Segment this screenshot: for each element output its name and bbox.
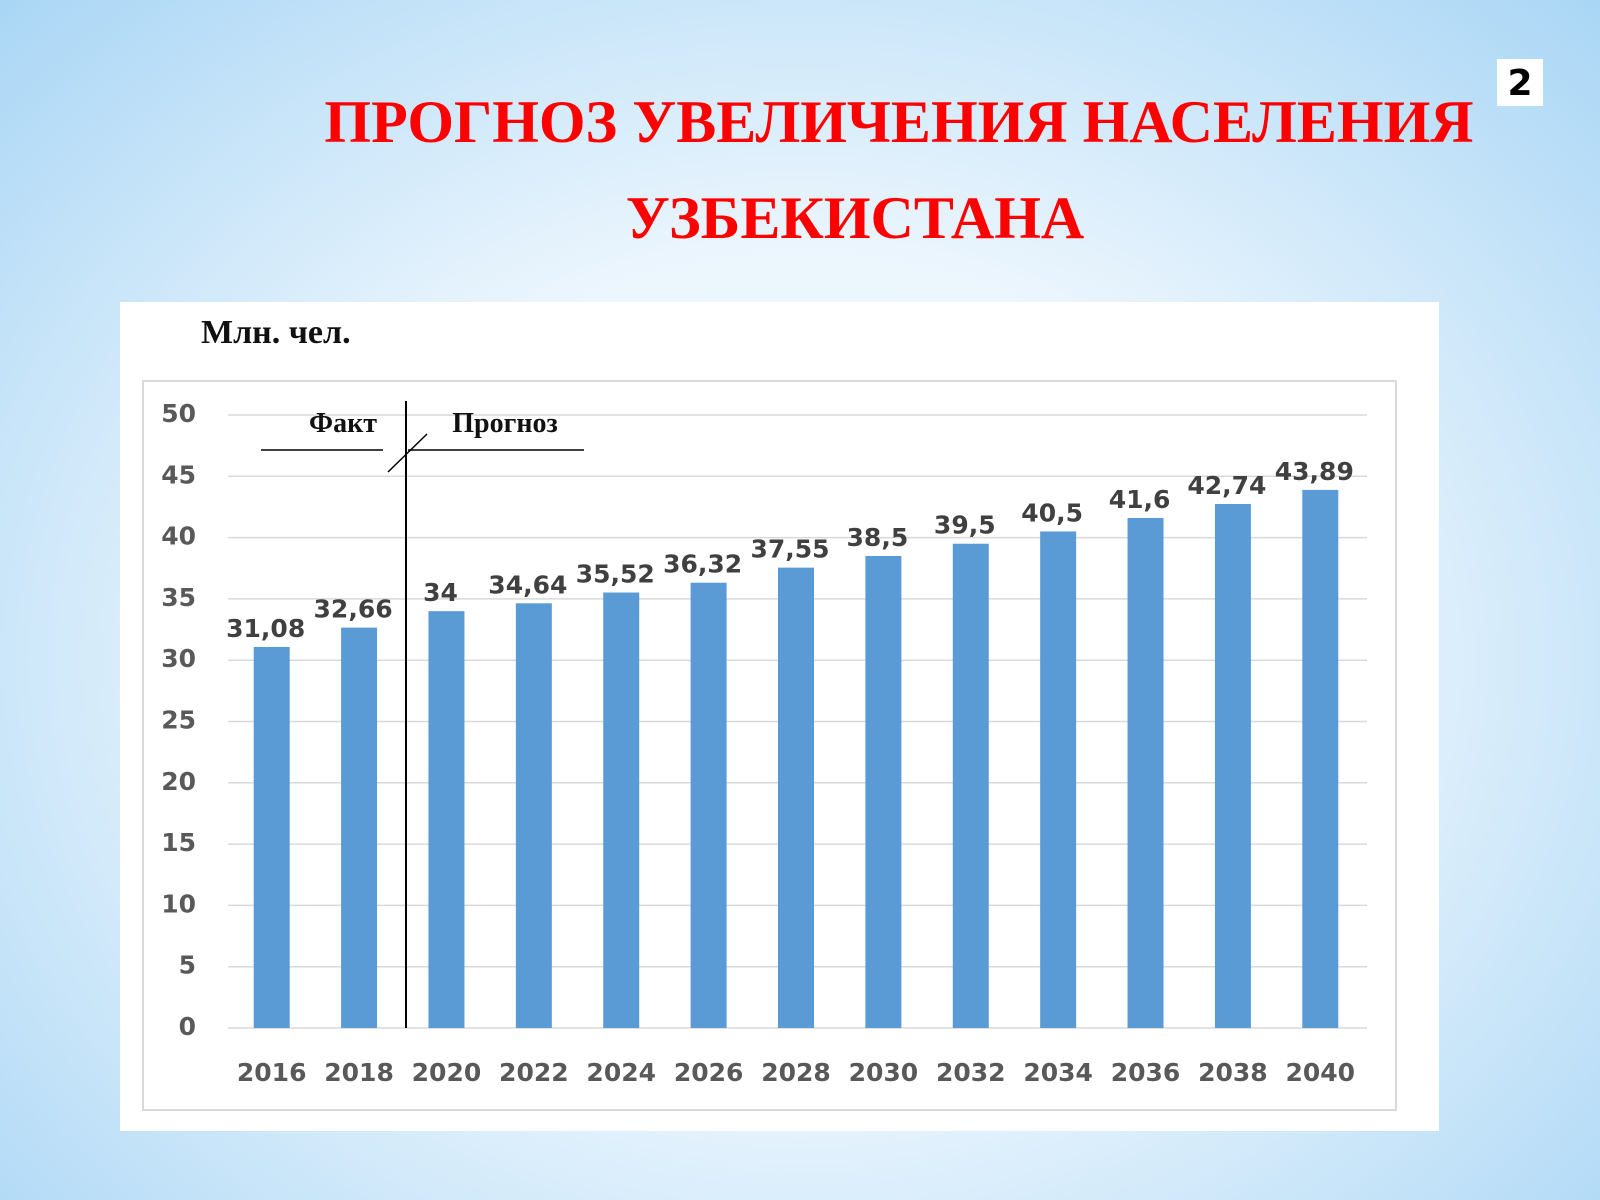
x-tick-label: 2020: [412, 1058, 482, 1087]
value-label: 34: [423, 578, 458, 607]
x-tick-label: 2032: [936, 1058, 1006, 1087]
value-label: 38,5: [847, 523, 909, 552]
annotation: Факт: [309, 408, 377, 439]
value-label: 37,55: [750, 535, 829, 564]
value-label: 34,64: [488, 570, 567, 599]
y-tick-label: 10: [161, 889, 196, 918]
x-tick-label: 2034: [1023, 1058, 1093, 1087]
x-tick-label: 2038: [1198, 1058, 1268, 1087]
value-label: 40,5: [1021, 498, 1083, 527]
bar: [1127, 517, 1164, 1028]
slide-number-box: [1497, 59, 1543, 106]
x-tick-label: 2030: [849, 1058, 919, 1087]
y-tick-label: 0: [179, 1012, 196, 1041]
y-tick-label: 40: [161, 522, 196, 551]
chart-title: УЗБЕКИСТАНА: [626, 185, 1084, 251]
y-tick-label: 35: [161, 583, 196, 612]
value-label: 43,89: [1275, 457, 1354, 486]
value-label: 42,74: [1187, 471, 1266, 500]
y-tick-label: 45: [161, 460, 196, 489]
y-tick-label: 5: [179, 951, 196, 980]
x-tick-label: 2018: [324, 1058, 394, 1087]
x-tick-label: 2026: [674, 1058, 744, 1087]
y-tick-label: 15: [161, 828, 196, 857]
slide-number: 2: [1507, 63, 1532, 104]
bar: [778, 567, 814, 1028]
x-tick-label: 2040: [1286, 1058, 1356, 1087]
bar: [865, 555, 902, 1028]
value-label: 36,32: [663, 550, 742, 579]
bar: [1214, 504, 1251, 1029]
value-label: 41,6: [1109, 485, 1171, 514]
value-label: 31,08: [226, 614, 305, 643]
y-tick-label: 25: [161, 706, 196, 735]
value-label: 39,5: [934, 511, 996, 540]
bar: [341, 627, 378, 1028]
y-tick-label: 20: [161, 767, 196, 796]
y-axis-label: Млн. чел.: [201, 314, 351, 351]
bar: [1302, 489, 1339, 1029]
bar: [690, 582, 727, 1028]
x-tick-label: 2016: [237, 1058, 307, 1087]
bar: [253, 646, 290, 1028]
bar: [428, 611, 465, 1028]
bar: [1040, 531, 1077, 1028]
value-label: 32,66: [314, 595, 393, 624]
plot: 0 5 10 15 20 25 30 35 40 45 50 2016 31,08 2018 32,66 20…: [161, 399, 1367, 1087]
x-tick-label: 2028: [761, 1058, 831, 1087]
x-tick-label: 2036: [1111, 1058, 1181, 1087]
x-tick-label: 2024: [586, 1058, 656, 1087]
value-label: 35,52: [576, 560, 655, 589]
bar: [952, 543, 989, 1028]
y-tick-label: 30: [161, 644, 196, 673]
y-tick-label: 50: [161, 399, 196, 428]
x-tick-label: 2022: [499, 1058, 569, 1087]
divider: [387, 433, 428, 473]
bar: [603, 592, 640, 1028]
plot-border: [142, 380, 1397, 1111]
chart-title: ПРОГНОЗ УВЕЛИЧЕНИЯ НАСЕЛЕНИЯ: [324, 89, 1473, 155]
bar: [515, 603, 552, 1028]
annotation: Прогноз: [452, 408, 557, 439]
